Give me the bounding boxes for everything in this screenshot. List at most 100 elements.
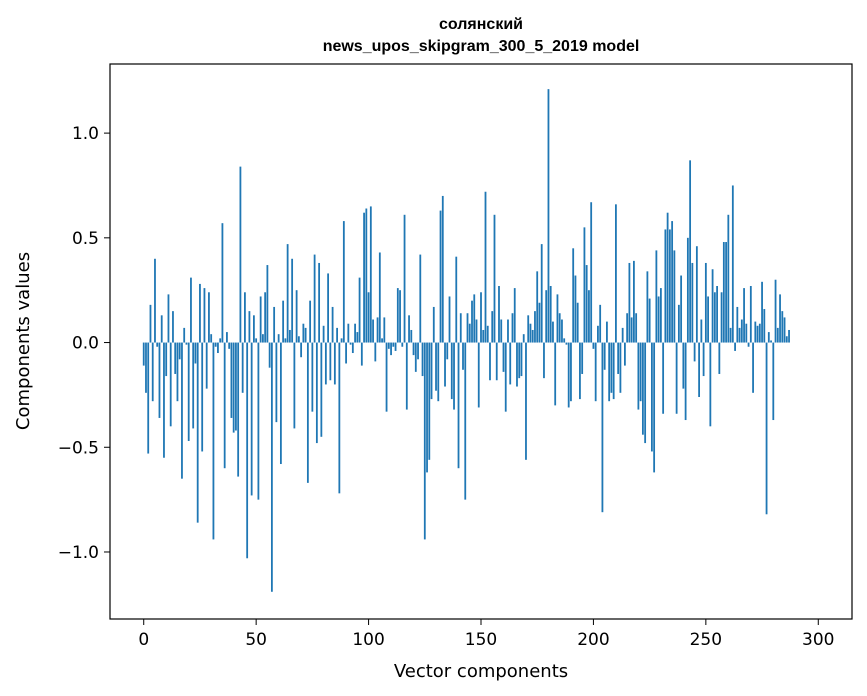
bar-11 [167, 294, 170, 343]
bar-2 [147, 342, 150, 454]
bar-35 [221, 223, 224, 343]
bar-227 [653, 342, 656, 473]
bar-239 [680, 275, 683, 343]
bar-93 [351, 342, 354, 354]
bar-186 [561, 319, 563, 343]
bar-74 [309, 300, 312, 343]
bar-59 [275, 342, 278, 423]
bar-259 [725, 242, 727, 343]
bar-55 [266, 265, 269, 343]
bar-236 [673, 250, 676, 343]
bar-60 [277, 334, 280, 343]
bar-197 [585, 265, 588, 343]
bar-57 [270, 342, 273, 592]
bar-262 [731, 185, 734, 343]
bar-243 [689, 160, 692, 343]
bar-256 [718, 342, 721, 374]
bar-90 [345, 342, 347, 364]
bar-6 [156, 342, 159, 347]
y-tick-label: 0.0 [72, 334, 99, 354]
bar-106 [381, 338, 383, 343]
bar-180 [547, 89, 550, 343]
bar-283 [779, 294, 781, 343]
bar-128 [430, 342, 433, 400]
bar-151 [482, 329, 485, 343]
x-tick-label: 100 [352, 630, 384, 650]
bar-258 [722, 242, 725, 343]
bar-148 [475, 319, 478, 343]
bar-203 [599, 304, 602, 343]
bar-96 [358, 277, 361, 343]
bar-26 [201, 342, 204, 452]
bar-248 [700, 319, 703, 343]
bar-270 [749, 286, 752, 343]
bar-61 [279, 342, 282, 465]
bar-178 [543, 342, 545, 379]
bar-129 [432, 306, 435, 343]
bar-10 [165, 342, 168, 377]
bar-161 [504, 342, 507, 412]
bar-27 [203, 288, 206, 343]
bar-37 [226, 332, 228, 343]
bar-21 [190, 277, 192, 343]
bar-109 [387, 342, 390, 349]
bar-88 [340, 338, 343, 343]
bar-215 [626, 313, 629, 343]
bar-175 [536, 271, 539, 343]
bar-144 [466, 313, 469, 343]
x-axis: 0 50 100 150 200 250 300 [138, 619, 834, 650]
bar-99 [365, 208, 368, 343]
bar-81 [324, 342, 327, 385]
bar-152 [484, 191, 487, 343]
bar-194 [579, 342, 581, 400]
bar-108 [385, 342, 388, 412]
bar-263 [734, 342, 736, 351]
bar-136 [448, 296, 451, 343]
bar-183 [554, 342, 557, 406]
bar-107 [383, 317, 386, 343]
bar-39 [230, 342, 233, 418]
bar-284 [781, 311, 784, 343]
bar-112 [394, 342, 397, 351]
bar-25 [199, 283, 201, 343]
bar-205 [603, 342, 606, 370]
bar-146 [471, 300, 473, 343]
bar-155 [491, 311, 494, 343]
bar-38 [228, 342, 231, 349]
bar-214 [624, 342, 626, 366]
bar-212 [619, 342, 622, 393]
bar-9 [163, 342, 165, 458]
bar-232 [664, 229, 667, 343]
bar-47 [248, 311, 251, 343]
bar-272 [754, 321, 757, 343]
bar-97 [360, 342, 363, 366]
bar-185 [558, 313, 561, 343]
bar-65 [288, 329, 291, 343]
bar-64 [286, 244, 289, 343]
bar-209 [612, 342, 615, 400]
bar-131 [437, 342, 440, 402]
bar-147 [473, 294, 476, 343]
bar-125 [423, 342, 426, 540]
bar-132 [439, 210, 442, 343]
bar-285 [783, 317, 786, 343]
bar-177 [540, 244, 543, 343]
bar-63 [284, 338, 287, 343]
bar-218 [633, 260, 635, 343]
chart-subtitle: news_upos_skipgram_300_5_2019 model [323, 38, 640, 55]
bar-89 [342, 221, 345, 343]
bar-165 [513, 288, 516, 343]
bar-101 [369, 206, 372, 343]
bar-224 [646, 271, 649, 343]
bar-140 [457, 342, 460, 469]
bar-254 [713, 292, 716, 343]
bar-94 [354, 323, 356, 343]
bar-188 [565, 342, 568, 345]
bar-12 [169, 342, 172, 427]
bar-279 [770, 340, 772, 343]
bar-199 [590, 202, 593, 343]
bar-50 [255, 338, 258, 343]
x-tick-label: 50 [245, 630, 267, 650]
bar-48 [250, 342, 253, 496]
bar-174 [534, 311, 536, 343]
